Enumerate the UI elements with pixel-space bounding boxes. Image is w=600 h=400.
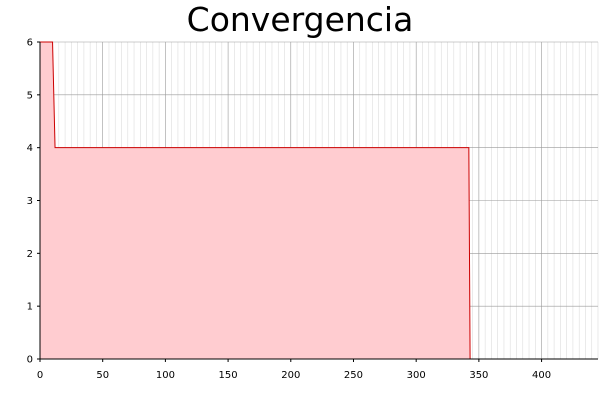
y-tick-label: 3 [27, 196, 33, 207]
y-tick-label: 5 [27, 90, 33, 101]
y-tick-label: 6 [27, 38, 33, 49]
y-tick-label: 2 [27, 249, 33, 260]
series-area [40, 42, 471, 359]
y-tick-label: 1 [27, 302, 33, 313]
series-line [40, 41, 471, 360]
x-tick-label: 200 [281, 370, 300, 381]
x-tick-label: 150 [219, 370, 238, 381]
x-tick-label: 350 [469, 370, 488, 381]
chart-title: Convergencia [186, 0, 414, 39]
y-tick-label: 0 [27, 355, 33, 366]
x-tick-label: 50 [96, 370, 109, 381]
y-axis-ticks: 0 1 2 3 4 5 6 [27, 38, 40, 366]
x-tick-label: 250 [344, 370, 363, 381]
x-tick-label: 0 [37, 370, 43, 381]
x-tick-label: 400 [532, 370, 551, 381]
x-tick-label: 300 [407, 370, 426, 381]
y-tick-label: 4 [27, 143, 33, 154]
series-layer [40, 41, 471, 360]
x-axis-ticks: 0 50 100 150 200 250 300 350 400 [37, 359, 551, 381]
x-tick-label: 100 [156, 370, 175, 381]
